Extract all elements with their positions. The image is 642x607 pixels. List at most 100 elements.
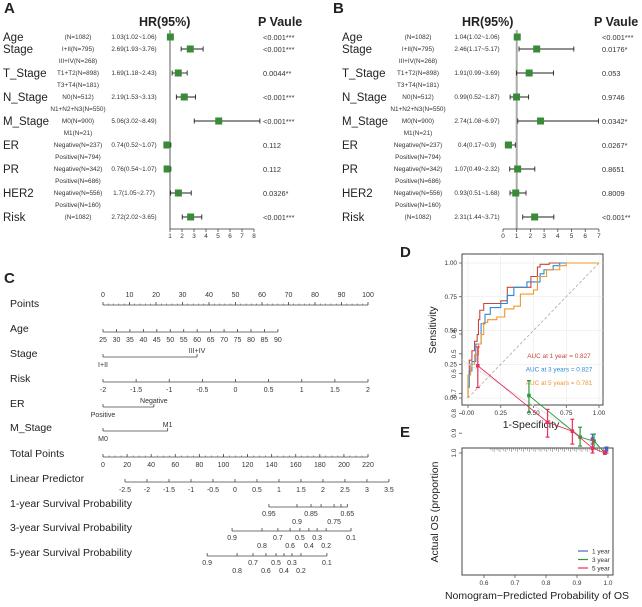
forest-row-label: PR (342, 164, 358, 176)
nomogram-tick-label: 0.6 (285, 543, 295, 550)
nomogram-tick-label: -1 (166, 387, 172, 394)
x-tick-label: 0.6 (480, 580, 489, 587)
x-tick-label: 1 (168, 233, 172, 240)
nomogram-tick-label: 0.75 (327, 519, 341, 526)
x-tick-label: 1.00 (593, 410, 606, 417)
y-tick-label: 0.8 (451, 408, 458, 417)
panel-label-e: E (400, 424, 410, 441)
calibration-point (570, 429, 575, 433)
nomogram-tick-label: 80 (195, 462, 203, 469)
forest-row-n: Negative(N=556) (394, 190, 443, 197)
nomogram-tick-label: 0.5 (295, 535, 305, 542)
hr-marker (174, 189, 182, 197)
y-tick-label: 0.5 (451, 349, 458, 358)
nomogram-tick-label: 1 (300, 387, 304, 394)
nomogram-tick-label: 0.95 (262, 511, 276, 518)
forest-row-n: (N=1082) (65, 214, 92, 221)
calibration-point (604, 448, 609, 452)
forest-row-p: 0.053 (602, 69, 621, 78)
forest-row-ref: III+IV(N=268) (399, 58, 437, 65)
hr-marker (187, 213, 195, 221)
nomogram-tick-label: 0.7 (273, 535, 283, 542)
calibration-point (603, 451, 607, 455)
x-axis-title: 1-Specificity (503, 419, 560, 431)
forest-row-p: 0.112 (263, 141, 281, 150)
forest-row-ref: Positive(N=794) (55, 154, 101, 161)
forest-row-hr: 2.74(1.08~6.97) (454, 118, 499, 125)
x-tick-label: 7 (597, 233, 601, 240)
calibration-point (527, 393, 531, 398)
forest-row-p: 0.0044** (263, 69, 291, 78)
y-tick-label: 0.7 (451, 389, 458, 398)
forest-row-label: HER2 (3, 188, 34, 200)
forest-row-hr: 0.74(0.52~1.07) (111, 142, 156, 149)
forest-row-n: T1+T2(N=898) (57, 70, 99, 77)
legend-label: 3 year (592, 557, 611, 564)
forest-row-hr: 2.46(1.17~5.17) (454, 46, 499, 53)
forest-row-hr: 0.93(0.51~1.68) (454, 190, 499, 197)
nomogram-tick-label: 40 (205, 292, 213, 299)
nomogram-tick-label: 0.6 (261, 568, 271, 575)
nomogram-tick-label: 1.5 (296, 487, 306, 494)
hr-marker (533, 45, 541, 53)
forest-row-n: M0(N=900) (62, 118, 94, 125)
nomogram-tick-label: 0.5 (264, 387, 274, 394)
nomogram-tick-label: 0.3 (287, 560, 297, 567)
forest-row-ref: Positive(N=160) (395, 202, 441, 209)
forest-row-hr: 1.91(0.99~3.69) (454, 70, 499, 77)
nomogram-tick-label: 70 (220, 337, 228, 344)
hr-marker (531, 213, 539, 221)
x-tick-label: 0 (501, 233, 505, 240)
y-tick-label: 1.00 (445, 260, 458, 267)
forest-row-n: M0(N=900) (402, 118, 434, 125)
x-tick-label: 2 (180, 233, 184, 240)
nomogram-tick-label: 50 (166, 337, 174, 344)
nomogram-row-label: Age (10, 323, 29, 335)
forest-row-label: Stage (3, 44, 33, 56)
x-tick-label: 0.8 (542, 580, 551, 587)
nomogram-tick-label: 3 (365, 487, 369, 494)
nomogram-tick-label: 0.3 (312, 535, 322, 542)
nomogram-tick-label: 0.9 (202, 560, 212, 567)
nomogram-tick-label: 0.85 (304, 511, 318, 518)
nomogram-tick-label: 40 (139, 337, 147, 344)
nomogram-tick-label: 60 (193, 337, 201, 344)
forest-row-n: N0(N=512) (62, 94, 93, 101)
nomogram-tick-label: 2 (321, 487, 325, 494)
forest-row-ref: III+IV(N=268) (59, 58, 97, 65)
nomogram-tick-label: 200 (338, 462, 350, 469)
nomogram-tick-label: 0 (101, 292, 105, 299)
forest-row-p: <0.001*** (263, 117, 295, 126)
nomogram-tick-label: 3.5 (384, 487, 394, 494)
calibration-point (592, 439, 596, 443)
nomogram-tick-label: 90 (338, 292, 346, 299)
nomogram-tick-label: M1 (163, 422, 173, 429)
hr-marker (215, 117, 223, 125)
forest-header-p: P Vaule (594, 15, 638, 29)
forest-row-label: ER (342, 140, 358, 152)
forest-row-ref: T3+T4(N=181) (397, 82, 439, 89)
forest-header-hr: HR(95%) (139, 15, 190, 29)
roc-curve-2 (467, 262, 599, 398)
x-tick-label: 6 (583, 233, 587, 240)
nomogram-tick-label: 0.5 (271, 560, 281, 567)
forest-row-hr: 2.69(1.93~3.76) (111, 46, 156, 53)
nomogram-tick-label: 60 (171, 462, 179, 469)
forest-row-n: Negative(N=342) (394, 166, 443, 173)
nomogram-row-label: ER (10, 398, 25, 410)
nomogram-tick-label: 0.1 (346, 535, 356, 542)
nomogram-tick-label: -2.5 (119, 487, 131, 494)
forest-row-n: Negative(N=237) (394, 142, 443, 149)
nomogram-tick-label: Positive (91, 412, 116, 419)
x-tick-label: 1.0 (604, 580, 613, 587)
nomogram-tick-label: 35 (126, 337, 134, 344)
forest-row-hr: 0.99(0.52~1.87) (454, 94, 499, 101)
forest-row-label: N_Stage (342, 92, 387, 104)
forest-row-p: 0.0176* (602, 45, 628, 54)
y-tick-label: 0.9 (451, 428, 458, 437)
forest-row-ref: M1(N=21) (64, 130, 93, 137)
nomogram-row-label: 1-year Survival Probability (10, 498, 133, 510)
forest-row-label: Stage (342, 44, 372, 56)
nomogram-tick-label: 80 (311, 292, 319, 299)
x-tick-label: 5 (216, 233, 220, 240)
